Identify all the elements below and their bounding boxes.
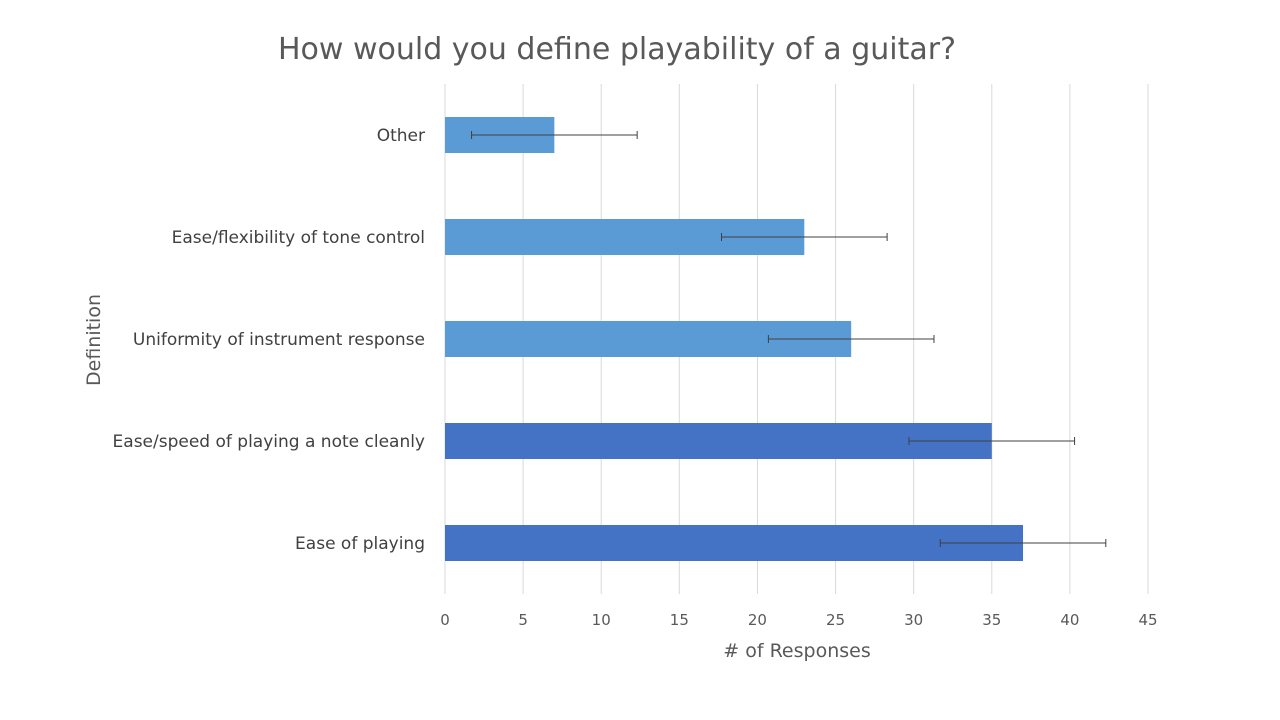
x-axis-title: # of Responses — [723, 640, 870, 662]
category-label: Ease/speed of playing a note cleanly — [113, 432, 425, 452]
category-label: Other — [377, 126, 425, 146]
x-tick-label: 25 — [826, 611, 845, 629]
x-tick-label: 30 — [904, 611, 923, 629]
chart-title: How would you define playability of a gu… — [278, 32, 956, 67]
bar — [445, 525, 1024, 561]
error-bar — [939, 539, 1107, 547]
category-label: Uniformity of instrument response — [133, 330, 425, 350]
category-labels: Ease of playing Ease/speed of playing a n… — [113, 126, 425, 554]
x-tick-label: 10 — [592, 611, 611, 629]
error-bar — [471, 131, 638, 139]
x-tick-labels: 0 5 10 15 20 25 30 35 40 45 — [440, 611, 1157, 629]
x-tick-label: 40 — [1060, 611, 1079, 629]
bars — [445, 117, 1024, 561]
x-tick-label: 15 — [670, 611, 689, 629]
error-bar — [908, 437, 1076, 445]
y-axis-title: Definition — [83, 294, 105, 386]
x-tick-label: 0 — [440, 611, 450, 629]
x-tick-label: 45 — [1138, 611, 1157, 629]
x-tick-label: 20 — [748, 611, 767, 629]
bar — [445, 423, 992, 459]
category-label: Ease of playing — [295, 534, 425, 554]
category-label: Ease/flexibility of tone control — [172, 228, 425, 248]
error-bar — [767, 335, 935, 343]
x-tick-label: 35 — [982, 611, 1001, 629]
x-tick-label: 5 — [518, 611, 528, 629]
error-bars — [471, 131, 1107, 547]
error-bar — [721, 233, 888, 241]
